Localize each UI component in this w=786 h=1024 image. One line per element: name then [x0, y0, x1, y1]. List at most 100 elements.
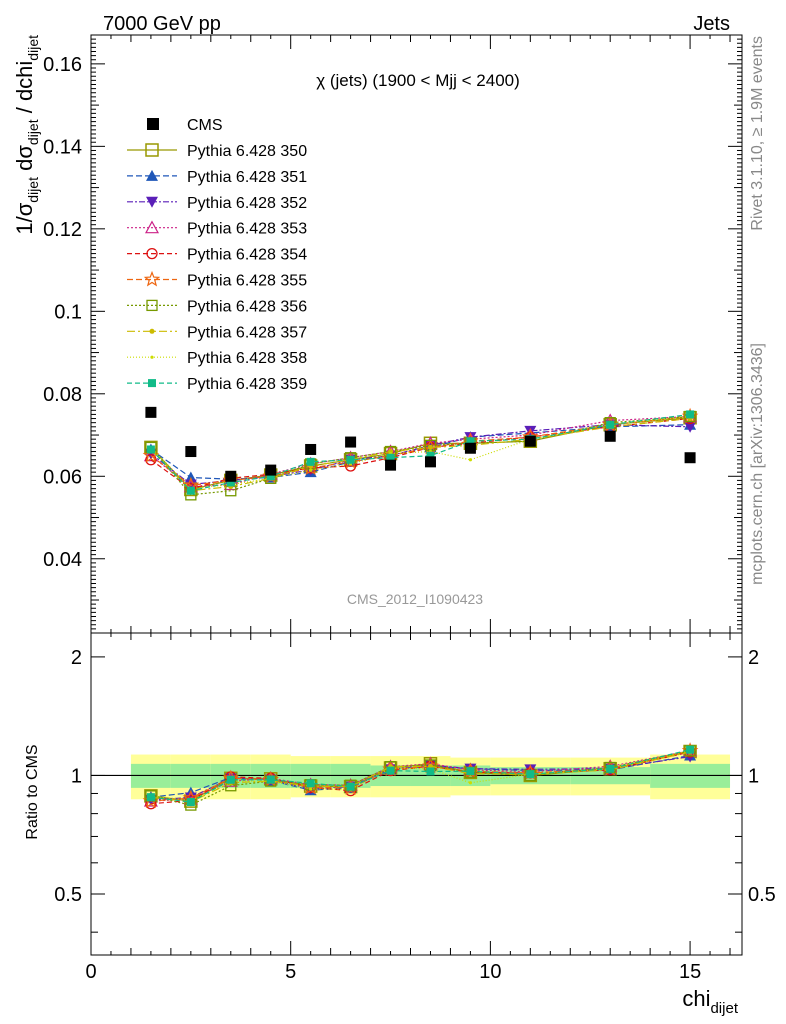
header-left-label: 7000 GeV pp	[103, 13, 221, 35]
series-line-main	[150, 424, 691, 486]
ratio-frame	[90, 632, 743, 956]
series-ratio-point	[468, 781, 473, 785]
legend-label: Pythia 6.428 357	[187, 324, 307, 341]
series-point	[266, 472, 275, 481]
series-ratio-point	[306, 779, 315, 788]
series-point	[146, 445, 155, 454]
legend-label: Pythia 6.428 350	[187, 143, 307, 160]
series-point	[309, 468, 313, 472]
series-line-main	[150, 415, 691, 496]
y-tick-label-main: 0.14	[43, 136, 82, 158]
x-tick-label: 5	[285, 961, 296, 983]
legend-marker	[146, 196, 158, 208]
series-line-main	[150, 415, 691, 490]
series-point	[386, 453, 395, 462]
legend-entry-5: Pythia 6.428 354	[127, 247, 307, 264]
series-ratio-point	[186, 798, 195, 807]
series-line-ratio	[150, 749, 691, 803]
legend-entry-3: Pythia 6.428 352	[127, 195, 307, 212]
data-point	[424, 456, 436, 468]
legend: CMS Pythia 6.428 350 Pythia 6.428 351 Pythi…	[127, 117, 307, 393]
legend-marker	[149, 328, 155, 334]
legend-marker-data	[147, 118, 159, 130]
series-point	[427, 444, 433, 450]
y-tick-label-ratio-right: 0.5	[748, 884, 776, 906]
legend-entry-6: Pythia 6.428 355	[127, 270, 307, 290]
series-10	[146, 410, 695, 807]
series-ratio-point	[226, 775, 235, 784]
y-tick-label-ratio: 0.5	[54, 884, 82, 906]
legend-entry-10: Pythia 6.428 359	[127, 376, 307, 393]
series-line-main	[150, 417, 691, 490]
xlabel-main: chi	[682, 986, 710, 1011]
header-right-label: Jets	[693, 13, 730, 35]
ylabel-prefix: 1/σ	[12, 202, 37, 234]
series-point	[186, 486, 195, 495]
series-ratio-point	[526, 770, 535, 779]
data-point	[464, 442, 476, 454]
legend-marker	[146, 247, 158, 260]
watermark: CMS_2012_I1090423	[347, 591, 483, 607]
series-line-ratio	[150, 750, 691, 802]
series-ratio-point	[309, 787, 313, 791]
y-tick-label-ratio-right: 1	[748, 765, 759, 787]
series-point	[142, 446, 160, 463]
data-point	[185, 446, 197, 458]
series-point	[426, 451, 435, 460]
legend-entry-9: Pythia 6.428 358	[127, 350, 307, 367]
legend-entry-7: Pythia 6.428 356	[127, 298, 307, 315]
data-point	[145, 406, 157, 418]
data-point	[225, 470, 237, 482]
legend-entry-data: CMS	[147, 117, 223, 134]
y-tick-label-main: 0.04	[43, 549, 82, 571]
series-point	[468, 458, 473, 462]
xlabel-sub: dijet	[710, 1000, 738, 1017]
series-ratio-point	[466, 767, 475, 776]
series-point	[145, 454, 157, 466]
data-point	[265, 464, 277, 476]
legend-label: Pythia 6.428 353	[187, 221, 307, 238]
ylabel-sub1: dijet	[25, 177, 41, 203]
x-tick-label: 0	[85, 961, 96, 983]
series-6	[142, 407, 699, 809]
legend-label: Pythia 6.428 354	[187, 247, 307, 264]
main-y-label: 1/σdijet dσdijet / dchidijet	[12, 35, 41, 235]
legend-entry-4: Pythia 6.428 353	[127, 220, 307, 238]
ylabel-sub2: dijet	[25, 119, 41, 145]
legend-marker	[148, 379, 156, 388]
legend-label: Pythia 6.428 352	[187, 195, 307, 212]
series-line-main	[150, 417, 691, 492]
legend-marker	[144, 220, 160, 234]
legend-label: Pythia 6.428 351	[187, 169, 307, 186]
legend-label: Pythia 6.428 359	[187, 376, 307, 393]
legend-label-data: CMS	[187, 117, 223, 134]
y-tick-label-main: 0.06	[43, 466, 82, 488]
ratio-y-label: Ratio to CMS	[24, 744, 41, 839]
series-point	[346, 455, 355, 464]
data-point	[684, 452, 696, 464]
data-point	[305, 443, 317, 455]
tick-layer: 0 5 10 15 0.04 0.06 0.08 0.1 0.12 0.14 0.16 0.5 0.5 1…	[43, 34, 776, 983]
data-point	[604, 430, 616, 442]
series-line-ratio	[150, 750, 691, 806]
data-layer	[145, 406, 696, 482]
legend-entry-2: Pythia 6.428 351	[127, 169, 307, 186]
legend-entry-1: Pythia 6.428 350	[127, 143, 307, 160]
series-ratio-point	[146, 793, 155, 802]
series-ratio-point	[426, 767, 435, 776]
legend-label: Pythia 6.428 356	[187, 298, 307, 315]
y-tick-label-main: 0.08	[43, 384, 82, 406]
series-point	[684, 421, 697, 433]
legend-entry-8: Pythia 6.428 357	[127, 324, 307, 341]
series-4	[143, 409, 698, 807]
legend-marker	[146, 299, 158, 312]
series-point	[686, 410, 695, 419]
series-line-main	[150, 413, 691, 492]
series-line-main	[150, 415, 691, 488]
series-ratio-point	[266, 775, 275, 784]
legend-marker	[145, 143, 159, 157]
series-ratio-point	[606, 764, 615, 773]
y-tick-label-main: 0.16	[43, 54, 82, 76]
legend-label: Pythia 6.428 358	[187, 350, 307, 367]
